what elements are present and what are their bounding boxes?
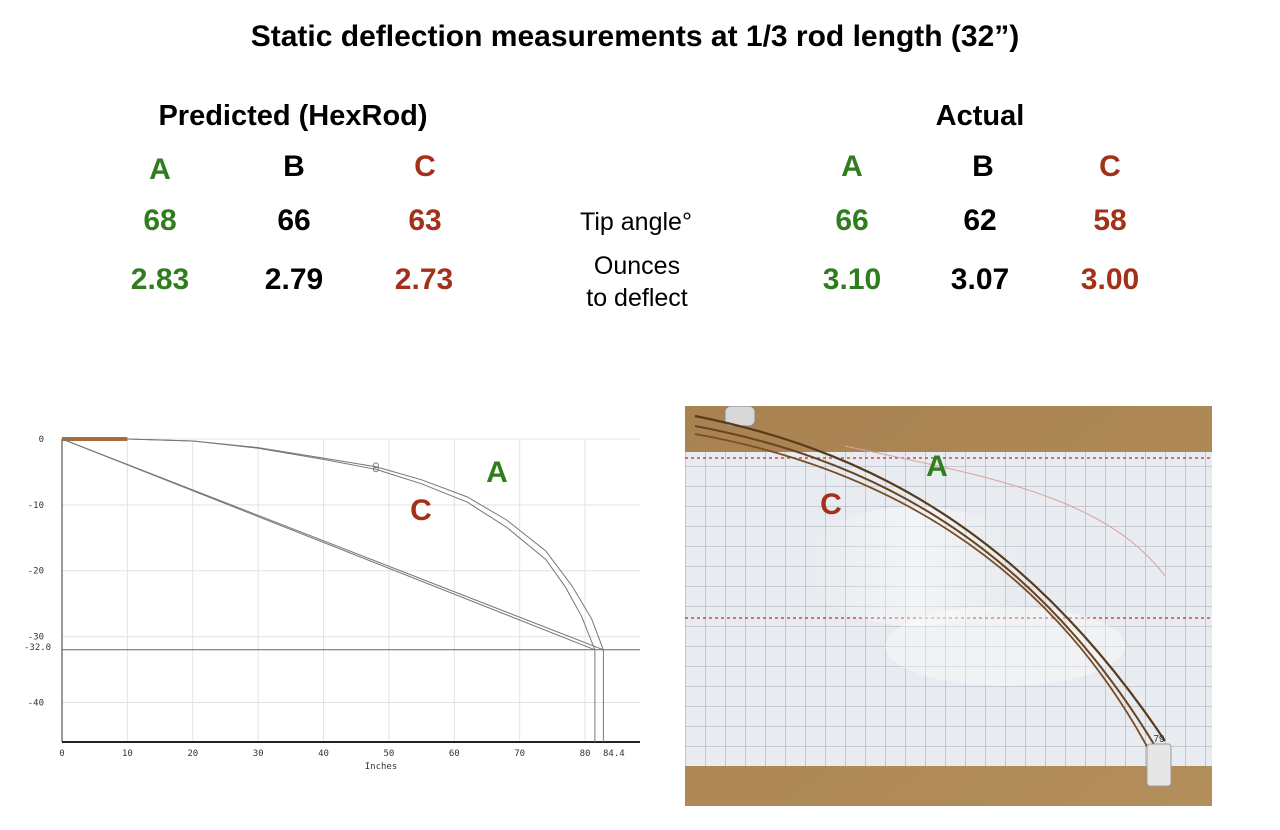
pred-oz-a: 2.83 <box>130 263 190 296</box>
actual-header: Actual <box>935 100 1025 132</box>
pred-col-b: B <box>283 150 305 183</box>
x-tick-label: 84.4 <box>603 749 625 759</box>
photo-rod-a <box>694 414 1166 742</box>
y-tick-label: -10 <box>28 501 44 511</box>
x-tick-label: 30 <box>253 749 264 759</box>
photo-rod-c <box>694 433 1151 753</box>
reference-line-label: -32.0 <box>24 643 51 653</box>
photo-rod-b <box>694 425 1156 747</box>
x-tick-label: 70 <box>514 749 525 759</box>
pred-tip-b: 66 <box>277 204 311 237</box>
series-a-chord <box>61 438 604 651</box>
photo-label-c: C <box>820 488 842 521</box>
pred-col-c: C <box>414 150 436 183</box>
actual-oz-b: 3.07 <box>950 263 1010 296</box>
tip-angle-label: Tip angle° <box>580 208 692 236</box>
actual-tip-b: 62 <box>963 204 997 237</box>
pred-oz-b: 2.79 <box>264 263 324 296</box>
y-tick-label: -20 <box>28 567 44 577</box>
ounces-label-line2: to deflect <box>586 284 688 312</box>
x-tick-label: 80 <box>580 749 591 759</box>
curve-marker <box>372 462 379 469</box>
ounces-label-line1: Ounces <box>593 252 681 280</box>
predicted-header: Predicted (HexRod) <box>158 100 428 132</box>
y-tick-label: -40 <box>28 698 44 708</box>
page-title: Static deflection measurements at 1/3 ro… <box>250 20 1020 53</box>
chart-label-c: C <box>410 494 432 527</box>
x-tick-label: 60 <box>449 749 460 759</box>
pred-tip-a: 68 <box>143 204 177 237</box>
photo-label-a: A <box>926 450 948 483</box>
weight-cup-tag: 79 <box>1153 734 1165 745</box>
x-tick-label: 0 <box>59 749 64 759</box>
series-c-chord <box>61 438 596 651</box>
chart-ticks: 0 10 20 30 40 50 60 70 80 84.4 0 -10 -20 -30 -40 <box>28 435 625 759</box>
deflection-chart: 0 10 20 30 40 50 60 70 80 84.4 0 -10 -20 -30 -40 Inche… <box>24 435 640 772</box>
actual-oz-c: 3.00 <box>1080 263 1140 296</box>
y-tick-label: -30 <box>28 633 44 643</box>
actual-tip-a: 66 <box>835 204 869 237</box>
pred-tip-c: 63 <box>408 204 442 237</box>
chart-curves <box>61 437 640 742</box>
x-tick-label: 40 <box>318 749 329 759</box>
x-tick-label: 50 <box>384 749 395 759</box>
curve-marker <box>372 466 379 473</box>
x-tick-label: 10 <box>122 749 133 759</box>
rod-deflection-photo: 79 A C <box>685 406 1212 806</box>
pred-oz-c: 2.73 <box>394 263 454 296</box>
actual-col-a: A <box>841 150 863 183</box>
pred-col-a: A <box>149 153 171 186</box>
actual-tip-c: 58 <box>1093 204 1127 237</box>
series-c <box>62 438 596 650</box>
y-tick-label: 0 <box>39 435 44 445</box>
actual-col-b: B <box>972 150 994 183</box>
x-tick-label: 20 <box>187 749 198 759</box>
chart-grid <box>61 438 640 743</box>
chart-label-a: A <box>486 456 508 489</box>
x-axis-label: Inches <box>365 762 398 772</box>
actual-oz-a: 3.10 <box>822 263 882 296</box>
weight-cup <box>1146 743 1172 787</box>
actual-col-c: C <box>1099 150 1121 183</box>
